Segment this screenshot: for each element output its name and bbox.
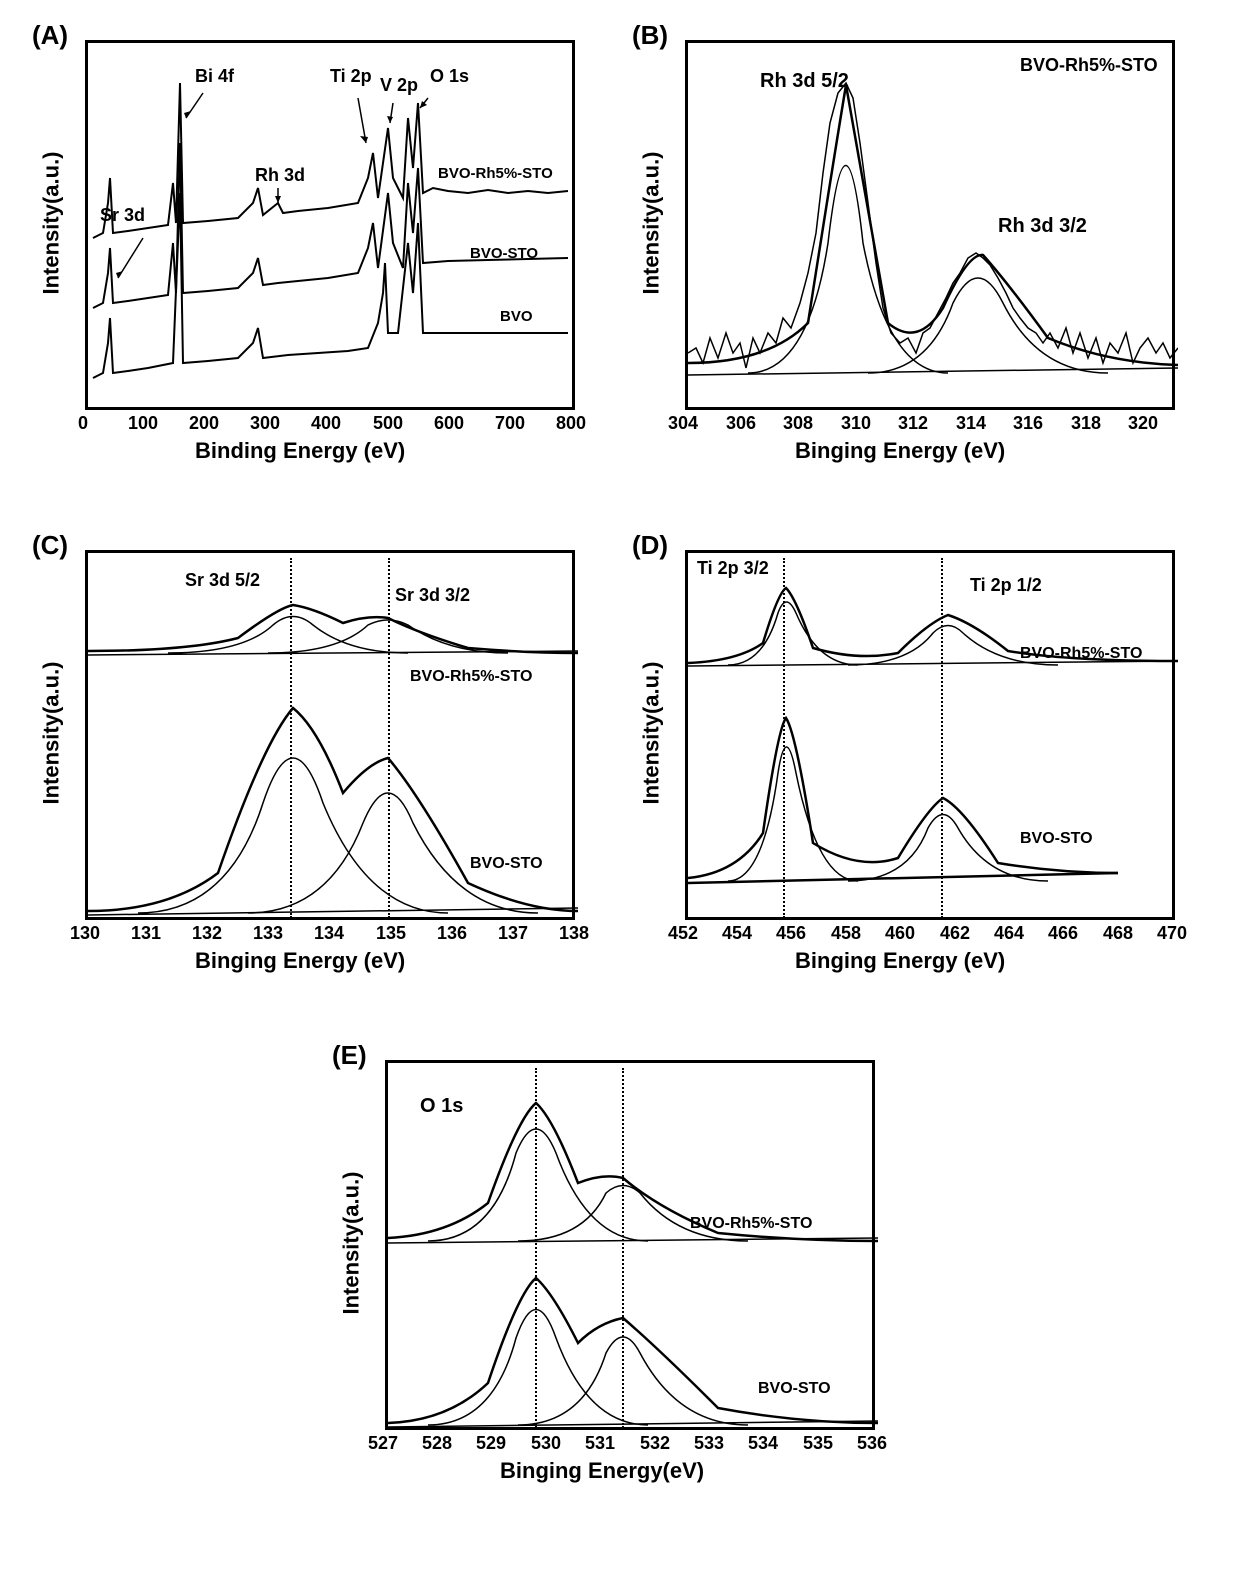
trace-label-e2: BVO-STO [758, 1380, 831, 1398]
tick: 130 [70, 923, 100, 944]
panel-b-title: BVO-Rh5%-STO [1020, 55, 1158, 76]
panel-e-xlabel: Binging Energy(eV) [500, 1458, 704, 1484]
tick: 137 [498, 923, 528, 944]
tick: 314 [956, 413, 986, 434]
anno-sr3d32: Sr 3d 3/2 [395, 585, 470, 606]
anno-rh3d52: Rh 3d 5/2 [760, 70, 849, 93]
vline-c1 [290, 558, 292, 918]
anno-sr3d: Sr 3d [100, 205, 145, 226]
tick: 466 [1048, 923, 1078, 944]
anno-bi4f: Bi 4f [195, 66, 234, 87]
tick: 600 [434, 413, 464, 434]
tick: 454 [722, 923, 752, 944]
tick: 306 [726, 413, 756, 434]
tick: 138 [559, 923, 589, 944]
tick: 533 [694, 1433, 724, 1454]
tick: 316 [1013, 413, 1043, 434]
panel-e-plot [388, 1063, 878, 1433]
trace-label-c1: BVO-Rh5%-STO [410, 668, 532, 686]
tick: 534 [748, 1433, 778, 1454]
anno-ti2p32: Ti 2p 3/2 [697, 558, 769, 579]
tick: 318 [1071, 413, 1101, 434]
tick: 462 [940, 923, 970, 944]
tick: 136 [437, 923, 467, 944]
trace-label-d1: BVO-Rh5%-STO [1020, 645, 1142, 663]
tick: 312 [898, 413, 928, 434]
tick: 529 [476, 1433, 506, 1454]
tick: 134 [314, 923, 344, 944]
tick: 468 [1103, 923, 1133, 944]
panel-b-ylabel: Intensity(a.u.) [639, 151, 665, 294]
tick: 458 [831, 923, 861, 944]
panel-d-xlabel: Binging Energy (eV) [795, 948, 1005, 974]
tick: 100 [128, 413, 158, 434]
anno-o1s: O 1s [430, 66, 469, 87]
tick: 528 [422, 1433, 452, 1454]
vline-d2 [941, 558, 943, 918]
panel-a [85, 40, 575, 410]
trace-label-c2: BVO-STO [470, 855, 543, 873]
vline-e2 [622, 1068, 624, 1428]
panel-e-ylabel: Intensity(a.u.) [339, 1171, 365, 1314]
panel-e-label: (E) [332, 1040, 367, 1071]
panel-b-xlabel: Binging Energy (eV) [795, 438, 1005, 464]
trace-label-a3: BVO [500, 308, 533, 325]
vline-d1 [783, 558, 785, 918]
panel-a-plot [88, 43, 578, 413]
tick: 536 [857, 1433, 887, 1454]
panel-a-xlabel: Binding Energy (eV) [195, 438, 405, 464]
tick: 500 [373, 413, 403, 434]
tick: 0 [78, 413, 88, 434]
vline-e1 [535, 1068, 537, 1428]
tick: 310 [841, 413, 871, 434]
panel-c-xlabel: Binging Energy (eV) [195, 948, 405, 974]
tick: 800 [556, 413, 586, 434]
tick: 531 [585, 1433, 615, 1454]
trace-label-e1: BVO-Rh5%-STO [690, 1215, 812, 1233]
tick: 400 [311, 413, 341, 434]
tick: 456 [776, 923, 806, 944]
panel-b-plot [688, 43, 1178, 413]
panel-d [685, 550, 1175, 920]
tick: 535 [803, 1433, 833, 1454]
panel-d-label: (D) [632, 530, 668, 561]
tick: 132 [192, 923, 222, 944]
trace-label-d2: BVO-STO [1020, 830, 1093, 848]
anno-ti2p: Ti 2p [330, 66, 372, 87]
panel-b [685, 40, 1175, 410]
panel-c-ylabel: Intensity(a.u.) [39, 661, 65, 804]
anno-ti2p12: Ti 2p 1/2 [970, 575, 1042, 596]
panel-d-ylabel: Intensity(a.u.) [639, 661, 665, 804]
panel-b-label: (B) [632, 20, 668, 51]
tick: 527 [368, 1433, 398, 1454]
tick: 133 [253, 923, 283, 944]
anno-rh3d: Rh 3d [255, 165, 305, 186]
trace-label-a2: BVO-STO [470, 245, 538, 262]
anno-o1s-e: O 1s [420, 1095, 463, 1118]
panel-d-plot [688, 553, 1178, 923]
tick: 135 [376, 923, 406, 944]
anno-sr3d52: Sr 3d 5/2 [185, 570, 260, 591]
tick: 300 [250, 413, 280, 434]
panel-a-ylabel: Intensity(a.u.) [39, 151, 65, 294]
anno-v2p: V 2p [380, 75, 418, 96]
tick: 460 [885, 923, 915, 944]
panel-c-label: (C) [32, 530, 68, 561]
anno-rh3d32: Rh 3d 3/2 [998, 215, 1087, 238]
tick: 464 [994, 923, 1024, 944]
tick: 200 [189, 413, 219, 434]
tick: 131 [131, 923, 161, 944]
tick: 470 [1157, 923, 1187, 944]
vline-c2 [388, 558, 390, 918]
tick: 308 [783, 413, 813, 434]
tick: 320 [1128, 413, 1158, 434]
tick: 452 [668, 923, 698, 944]
tick: 530 [531, 1433, 561, 1454]
tick: 532 [640, 1433, 670, 1454]
trace-label-a1: BVO-Rh5%-STO [438, 165, 553, 182]
tick: 700 [495, 413, 525, 434]
tick: 304 [668, 413, 698, 434]
panel-a-label: (A) [32, 20, 68, 51]
